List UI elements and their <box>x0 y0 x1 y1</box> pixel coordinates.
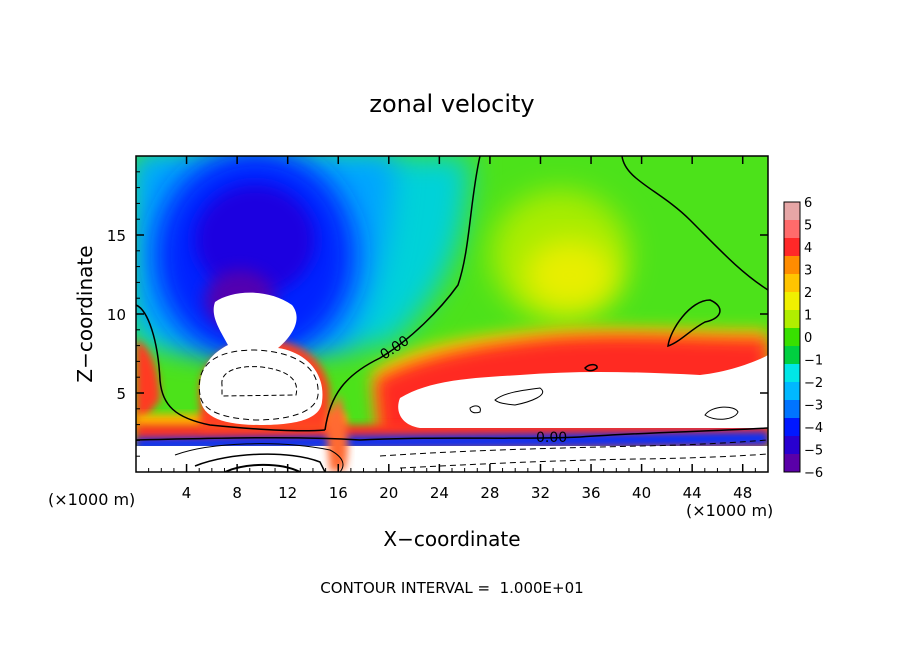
colorbar-segment <box>784 256 800 275</box>
colorbar-segment <box>784 436 800 455</box>
x-tick-label: 8 <box>232 484 242 502</box>
x-tick-label: 4 <box>182 484 192 502</box>
y-axis-label: Z−coordinate <box>73 245 97 382</box>
colorbar-label: 1 <box>804 309 812 324</box>
colorbar-segment <box>784 238 800 257</box>
colorbar-label: −3 <box>804 399 823 414</box>
colorbar-frame <box>783 201 801 473</box>
colorbar-label: −2 <box>804 376 823 391</box>
colorbar-label: −5 <box>804 444 823 459</box>
x-tick-label: 40 <box>632 484 651 502</box>
contour-lines <box>136 156 768 472</box>
x-tick-label: 32 <box>531 484 550 502</box>
colorbar-label: 0 <box>804 331 812 346</box>
contour-label-lower: 0.00 <box>536 430 567 446</box>
x-axis-label: X−coordinate <box>383 527 520 551</box>
colorbar-segment <box>784 310 800 329</box>
x-tick-label: 12 <box>278 484 297 502</box>
colorbar-label: −4 <box>804 421 823 436</box>
contour-interval-note: CONTOUR INTERVAL = 1.000E+01 <box>320 579 583 597</box>
colorbar-label: −6 <box>804 466 823 481</box>
x-axis: 4 8 12 16 20 24 28 32 36 40 44 48 <box>148 156 756 502</box>
colorbar-label: 3 <box>804 264 812 279</box>
y-tick-label: 5 <box>116 385 126 403</box>
y-tick-label: 15 <box>107 227 126 245</box>
colorbar-segment <box>784 202 800 221</box>
x-tick-label: 16 <box>329 484 348 502</box>
x-axis-unit-right: (×1000 m) <box>686 501 773 520</box>
colorbar-segment <box>784 220 800 239</box>
chart-title: zonal velocity <box>369 90 534 118</box>
colorbar-label: 2 <box>804 286 812 301</box>
x-tick-label: 24 <box>430 484 449 502</box>
x-tick-label: 20 <box>379 484 398 502</box>
velocity-field <box>136 156 768 472</box>
colorbar-label: 6 <box>804 196 812 211</box>
colorbar-segment <box>784 418 800 437</box>
colorbar-segment <box>784 382 800 401</box>
colorbar-segment <box>784 454 800 473</box>
x-tick-label: 36 <box>581 484 600 502</box>
colorbar-segment <box>784 400 800 419</box>
y-axis: 5 10 15 <box>107 171 768 457</box>
x-tick-label: 44 <box>683 484 702 502</box>
x-tick-label: 28 <box>480 484 499 502</box>
colorbar: 6 5 4 3 2 1 0 −1 −2 −3 −4 −5 −6 <box>783 196 823 481</box>
colorbar-segment <box>784 274 800 293</box>
y-tick-label: 10 <box>107 306 126 324</box>
x-axis-unit-left: (×1000 m) <box>48 490 135 509</box>
colorbar-segment <box>784 364 800 383</box>
colorbar-segment <box>784 328 800 347</box>
x-tick-label: 48 <box>733 484 752 502</box>
colorbar-segment <box>784 292 800 311</box>
colorbar-segment <box>784 346 800 365</box>
colorbar-label: 4 <box>804 241 812 256</box>
colorbar-label: 5 <box>804 219 812 234</box>
colorbar-label: −1 <box>804 354 823 369</box>
